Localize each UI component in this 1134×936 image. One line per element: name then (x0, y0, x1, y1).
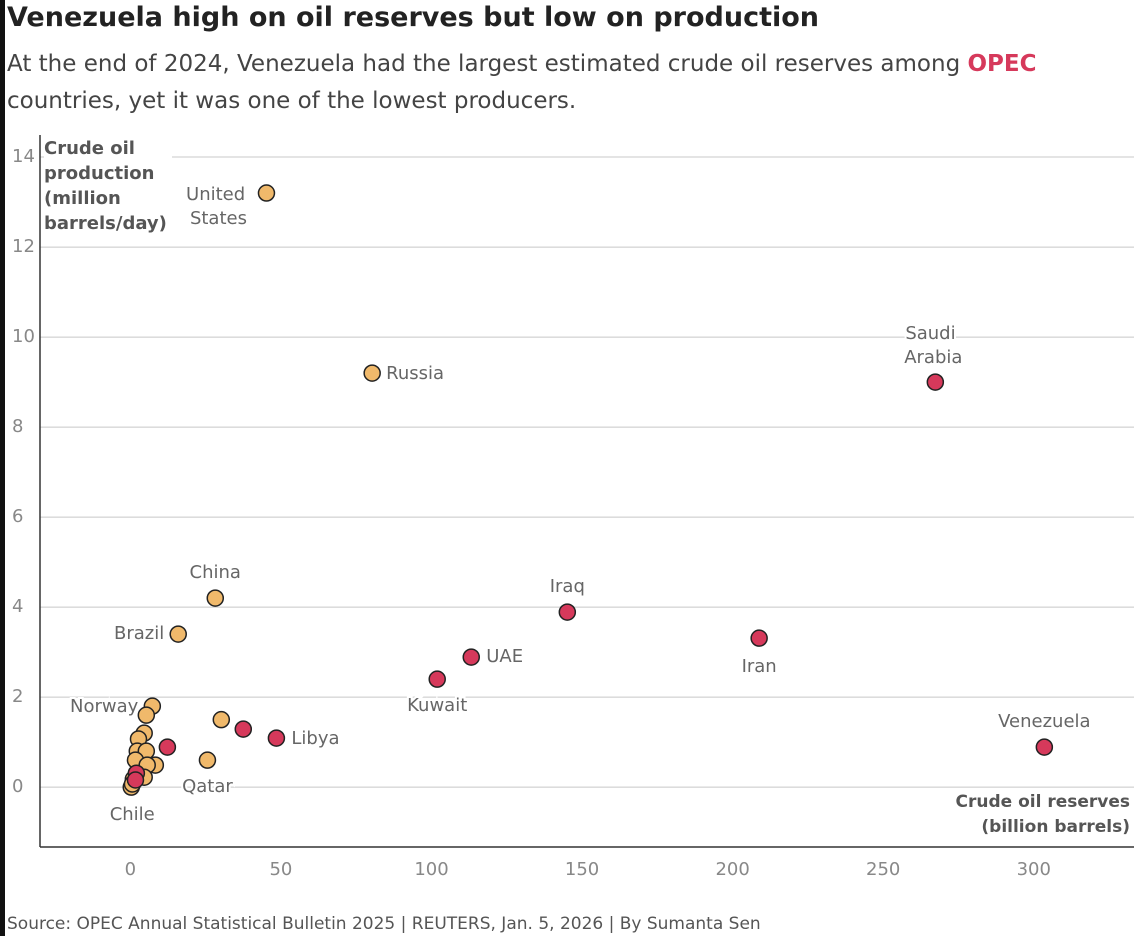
point-label: Kuwait (407, 695, 467, 716)
label-line: Arabia (904, 347, 962, 368)
x-tick-label: 50 (269, 859, 292, 880)
points (122, 184, 1054, 796)
point (267, 729, 286, 747)
point-label: Chile (110, 804, 155, 825)
label-line: United (186, 184, 251, 205)
y-axis-title: Crude oil production (million barrels/da… (44, 136, 172, 236)
chart-subtitle: At the end of 2024, Venezuela had the la… (7, 46, 1036, 120)
y-tick-label: 10 (12, 326, 35, 347)
point (462, 648, 480, 666)
point (169, 625, 187, 643)
point (558, 603, 577, 621)
point (1035, 738, 1054, 756)
x-tick-label: 200 (715, 859, 749, 880)
point (198, 751, 217, 769)
point-label: Brazil (114, 623, 164, 644)
y-tick-label: 2 (12, 686, 23, 707)
label-line: States (190, 208, 247, 229)
point-labels: United States Russia China Brazil Norway Qata… (68, 182, 1093, 827)
label-line: Saudi (905, 323, 961, 344)
point (926, 373, 945, 391)
point (126, 771, 145, 789)
point-label: Venezuela (998, 711, 1090, 732)
point (137, 706, 156, 724)
subtitle-highlight: OPEC (967, 51, 1037, 77)
chart-title: Venezuela high on oil reserves but low o… (7, 2, 820, 33)
point (206, 589, 225, 607)
point (212, 710, 231, 729)
point-label: Libya (291, 728, 339, 749)
point-label: Norway (70, 696, 139, 717)
point-label: Saudi Arabia (904, 323, 962, 368)
point-label: United States (186, 184, 251, 229)
point (234, 720, 253, 738)
x-tick-label: 100 (414, 859, 448, 880)
point-label: UAE (486, 646, 523, 667)
point-label: Iran (742, 656, 777, 677)
point (158, 738, 177, 756)
subtitle-text: At the end of 2024, Venezuela had the la… (7, 51, 961, 77)
point-label: Russia (386, 363, 444, 384)
y-tick-label: 14 (12, 146, 35, 167)
point-label: China (190, 562, 241, 583)
y-tick-label: 6 (12, 506, 23, 527)
x-tick-label: 300 (1017, 859, 1051, 880)
y-tick-label: 0 (12, 776, 23, 797)
x-tick-label: 250 (866, 859, 900, 880)
point (257, 184, 276, 202)
point (750, 629, 768, 647)
point (363, 364, 381, 382)
point (428, 670, 446, 688)
point-label: Iraq (550, 576, 585, 597)
y-tick-label: 12 (12, 236, 35, 257)
y-tick-label: 8 (12, 416, 23, 437)
source-note: Source: OPEC Annual Statistical Bulletin… (7, 914, 761, 934)
x-axis-title: Crude oil reserves (billion barrels) (950, 790, 1130, 840)
x-tick-label: 0 (125, 859, 136, 880)
subtitle-text: countries, yet it was one of the lowest … (7, 88, 577, 114)
y-tick-label: 4 (12, 596, 23, 617)
x-tick-label: 150 (565, 859, 599, 880)
point-label: Qatar (182, 776, 233, 797)
